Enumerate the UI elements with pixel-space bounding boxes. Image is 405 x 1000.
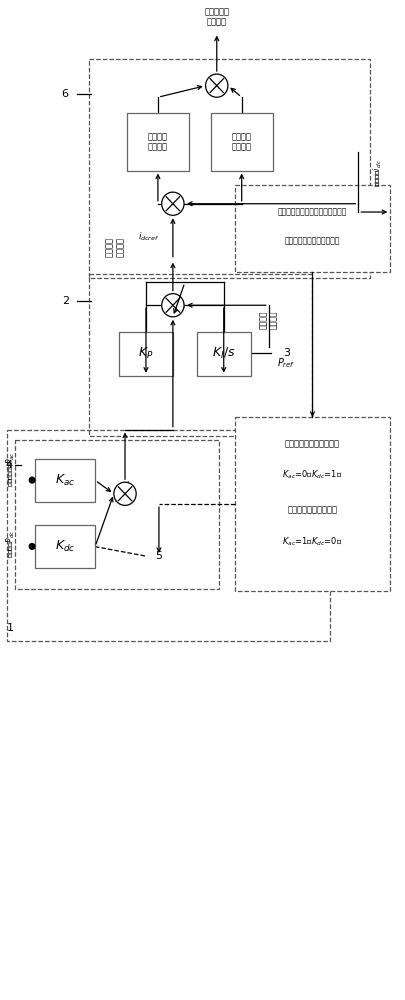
Text: 3: 3 [283,348,290,358]
Text: 对直流电压和直流电流信号做快速: 对直流电压和直流电流信号做快速 [278,208,347,217]
Bar [235,417,390,591]
Circle shape [114,482,136,505]
Bar [35,525,95,568]
Bar [89,59,370,278]
Text: $K_{ac}$=0，$K_{dc}$=1；: $K_{ac}$=0，$K_{dc}$=1； [282,469,343,481]
Text: -: - [169,309,173,318]
Text: $K_{dc}$: $K_{dc}$ [55,539,75,554]
Text: +: + [113,487,119,496]
Text: 2: 2 [62,296,69,306]
Text: 1: 1 [7,623,14,633]
Text: +: + [124,480,130,489]
Bar [197,332,251,376]
Circle shape [29,477,35,483]
Bar [15,440,219,589]
Text: 6: 6 [62,89,69,99]
Text: $K_P$: $K_P$ [138,346,153,361]
Text: 直流电压参
考指令值: 直流电压参 考指令值 [204,7,229,26]
Circle shape [29,544,35,549]
Text: $P_{ref}$: $P_{ref}$ [277,356,296,370]
Text: 内环控制
比例环节: 内环控制 比例环节 [148,132,168,151]
Text: 交流有功功率$P_{ac}$: 交流有功功率$P_{ac}$ [4,451,17,487]
Text: 直流功率$P_{dc}$: 直流功率$P_{dc}$ [4,529,17,558]
Text: 直流电流$i_{dc}$: 直流电流$i_{dc}$ [372,159,384,187]
Bar [89,274,313,436]
Text: $K_{ac}$: $K_{ac}$ [55,473,75,488]
Text: 4: 4 [6,460,13,470]
Text: +: + [219,87,226,96]
Text: $K_I/s$: $K_I/s$ [212,346,236,361]
Text: -: - [169,292,173,301]
Text: $K_{ac}$=1，$K_{dc}$=0；: $K_{ac}$=1，$K_{dc}$=0； [282,535,343,548]
Text: 有功率参
考指令值: 有功率参 考指令值 [259,311,278,329]
Text: 若直流侧发生低频振荡，: 若直流侧发生低频振荡， [285,440,340,449]
Bar [7,430,330,641]
Text: 若直流侧无低频振荡，: 若直流侧无低频振荡， [288,506,337,515]
Bar [127,113,189,171]
Text: +: + [167,191,173,200]
Circle shape [162,192,184,215]
Text: 傅里叶分析，得到频谱结果: 傅里叶分析，得到频谱结果 [285,237,340,246]
Text: -: - [180,197,183,206]
Bar [35,459,95,502]
Text: 5: 5 [156,551,162,561]
Text: 内环控制
积分环节: 内环控制 积分环节 [232,132,252,151]
Text: $i_{dcref}$: $i_{dcref}$ [138,231,160,243]
Text: +: + [179,303,185,312]
Text: -: - [115,497,118,506]
Circle shape [206,74,228,97]
Text: 直流电流
参考指令: 直流电流 参考指令 [105,237,125,257]
Text: +: + [206,87,212,96]
Bar [235,185,390,272]
Circle shape [162,294,184,317]
Bar [211,113,273,171]
Text: +: + [168,208,174,217]
Bar [119,332,173,376]
